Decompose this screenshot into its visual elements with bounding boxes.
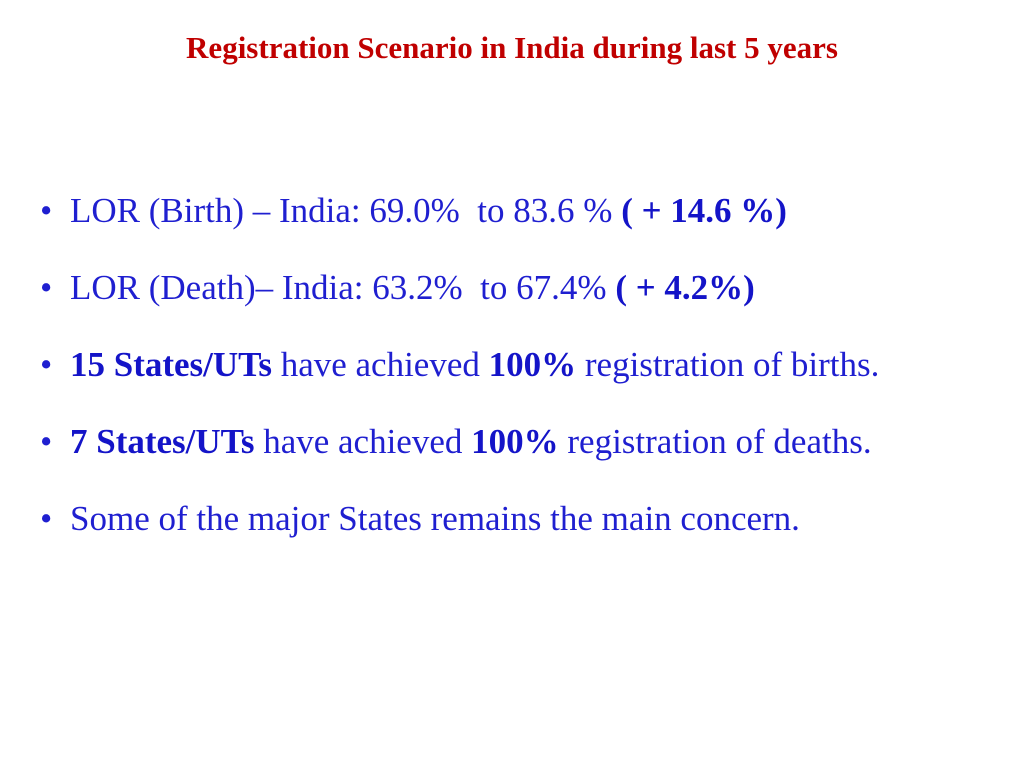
- bold-text: 100%: [488, 345, 577, 384]
- bold-text: 15 States/UTs: [70, 345, 272, 384]
- slide-title: Registration Scenario in India during la…: [186, 30, 838, 65]
- text: Some of the major States remains the mai…: [70, 499, 800, 538]
- bold-text: ( + 14.6 %): [621, 191, 787, 230]
- bold-text: 7 States/UTs: [70, 422, 255, 461]
- text: LOR (Death)– India: 63.2% to 67.4%: [70, 268, 607, 307]
- text: LOR (Birth) – India: 69.0% to 83.6 %: [70, 191, 613, 230]
- bold-text: 100%: [471, 422, 559, 461]
- text: have achieved: [263, 422, 463, 461]
- bullet: LOR (Birth) – India: 69.0% to 83.6 % ( +…: [40, 172, 985, 249]
- bullet: Some of the major States remains the mai…: [40, 480, 985, 557]
- bullet-list: LOR (Birth) – India: 69.0% to 83.6 % ( +…: [40, 172, 985, 557]
- text: registration of deaths.: [567, 422, 872, 461]
- bullet: LOR (Death)– India: 63.2% to 67.4% ( + 4…: [40, 249, 985, 326]
- text: have achieved: [280, 345, 480, 384]
- text: registration of births.: [584, 345, 880, 384]
- bullet: 7 States/UTs have achieved 100% registra…: [40, 403, 985, 480]
- bullet: 15 States/UTs have achieved 100% registr…: [40, 326, 985, 403]
- bold-text: ( + 4.2%): [615, 268, 755, 307]
